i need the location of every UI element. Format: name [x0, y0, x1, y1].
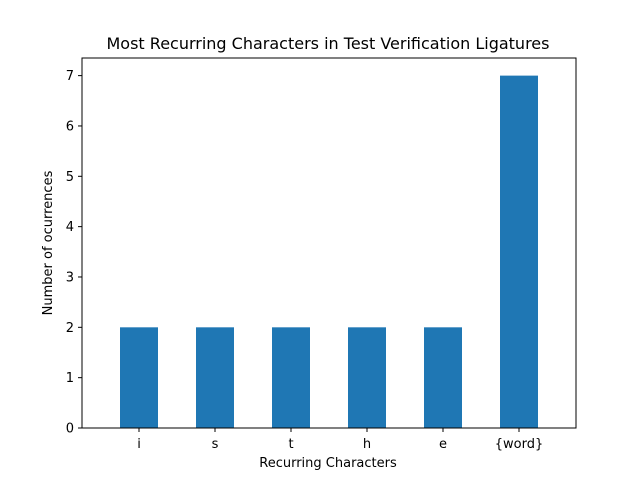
- x-axis-label: Recurring Characters: [259, 456, 397, 471]
- x-tick-label-3: h: [363, 437, 371, 452]
- y-axis-label: Number of ocurrences: [41, 170, 56, 315]
- bars-group: [120, 75, 538, 428]
- bar-2: [272, 327, 310, 428]
- y-tick-label-0: 0: [66, 422, 74, 437]
- x-tick-label-1: s: [212, 437, 219, 452]
- y-tick-label-2: 2: [66, 321, 74, 336]
- bar-0: [120, 327, 158, 428]
- y-tick-label-6: 6: [66, 119, 74, 134]
- x-ticks-group: i s t h e {word}: [137, 428, 543, 452]
- y-tick-label-1: 1: [66, 371, 74, 386]
- chart-title: Most Recurring Characters in Test Verifi…: [107, 34, 550, 53]
- bar-5: [500, 75, 538, 428]
- y-tick-label-7: 7: [66, 69, 74, 84]
- x-tick-label-4: e: [439, 437, 447, 452]
- bar-1: [196, 327, 234, 428]
- y-tick-label-3: 3: [66, 270, 74, 285]
- plot-frame: [81, 57, 577, 429]
- x-tick-label-0: i: [137, 437, 141, 452]
- bar-3: [348, 327, 386, 428]
- y-ticks-group: 0 1 2 3 4 5 6 7: [66, 69, 82, 437]
- bar-4: [424, 327, 462, 428]
- y-tick-label-4: 4: [66, 220, 74, 235]
- x-tick-label-2: t: [288, 437, 293, 452]
- y-tick-label-5: 5: [66, 170, 74, 185]
- x-tick-label-5: {word}: [495, 437, 544, 452]
